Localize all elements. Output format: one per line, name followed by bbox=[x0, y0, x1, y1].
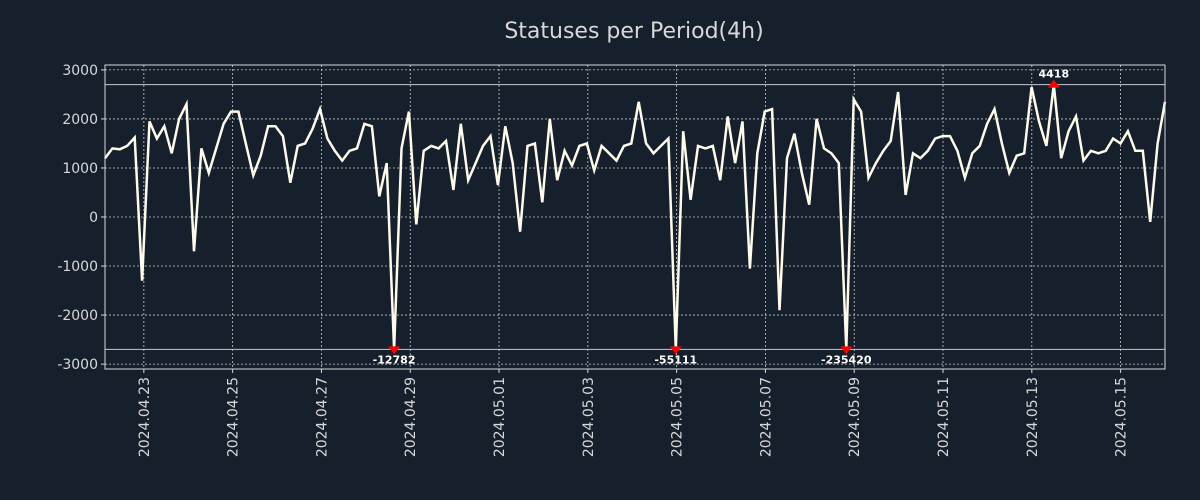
x-tick-label: 2024.04.27 bbox=[314, 377, 330, 457]
x-tick-label: 2024.05.13 bbox=[1025, 377, 1041, 457]
y-tick-label: -1000 bbox=[57, 259, 98, 275]
plot-frame bbox=[104, 64, 1166, 370]
y-tick-label: -3000 bbox=[57, 357, 98, 373]
min-label: -235420 bbox=[821, 353, 872, 366]
y-tick-label: 2000 bbox=[62, 112, 98, 128]
x-tick-label: 2024.04.29 bbox=[403, 377, 419, 457]
x-tick-label: 2024.05.03 bbox=[581, 377, 597, 457]
series-line-statuses bbox=[104, 84, 1167, 350]
series bbox=[104, 84, 1167, 350]
min-marker bbox=[669, 346, 682, 355]
x-axis: 2024.04.23 2024.04.25 2024.04.27 2024.04.29… bbox=[137, 369, 1130, 457]
min-label: -12782 bbox=[373, 353, 416, 366]
y-axis: 3000 2000 1000 0 -1000 -2000 -3000 bbox=[57, 63, 105, 373]
max-label: 4418 bbox=[1038, 68, 1069, 81]
chart-title: Statuses per Period(4h) bbox=[504, 19, 763, 44]
x-tick-label: 2024.04.25 bbox=[226, 377, 242, 457]
x-tick-label: 2024.05.01 bbox=[492, 377, 508, 457]
x-tick-label: 2024.05.05 bbox=[670, 377, 686, 457]
x-tick-label: 2024.04.23 bbox=[137, 377, 153, 457]
x-tick-label: 2024.05.11 bbox=[936, 377, 952, 457]
x-tick-label: 2024.05.07 bbox=[758, 377, 774, 457]
y-tick-label: 1000 bbox=[62, 161, 98, 177]
annotations: -12782 -55111 -235420 4418 bbox=[373, 68, 1069, 367]
y-tick-label: 0 bbox=[89, 210, 98, 226]
x-tick-label: 2024.05.09 bbox=[847, 377, 863, 457]
grid bbox=[105, 65, 1165, 369]
clip-lines bbox=[105, 84, 1165, 350]
y-tick-label: -2000 bbox=[57, 308, 98, 324]
max-marker bbox=[1047, 79, 1060, 88]
min-label: -55111 bbox=[654, 353, 697, 366]
min-marker bbox=[388, 346, 401, 355]
x-tick-label: 2024.05.15 bbox=[1114, 377, 1130, 457]
min-marker bbox=[840, 346, 853, 355]
y-tick-label: 3000 bbox=[62, 63, 98, 79]
